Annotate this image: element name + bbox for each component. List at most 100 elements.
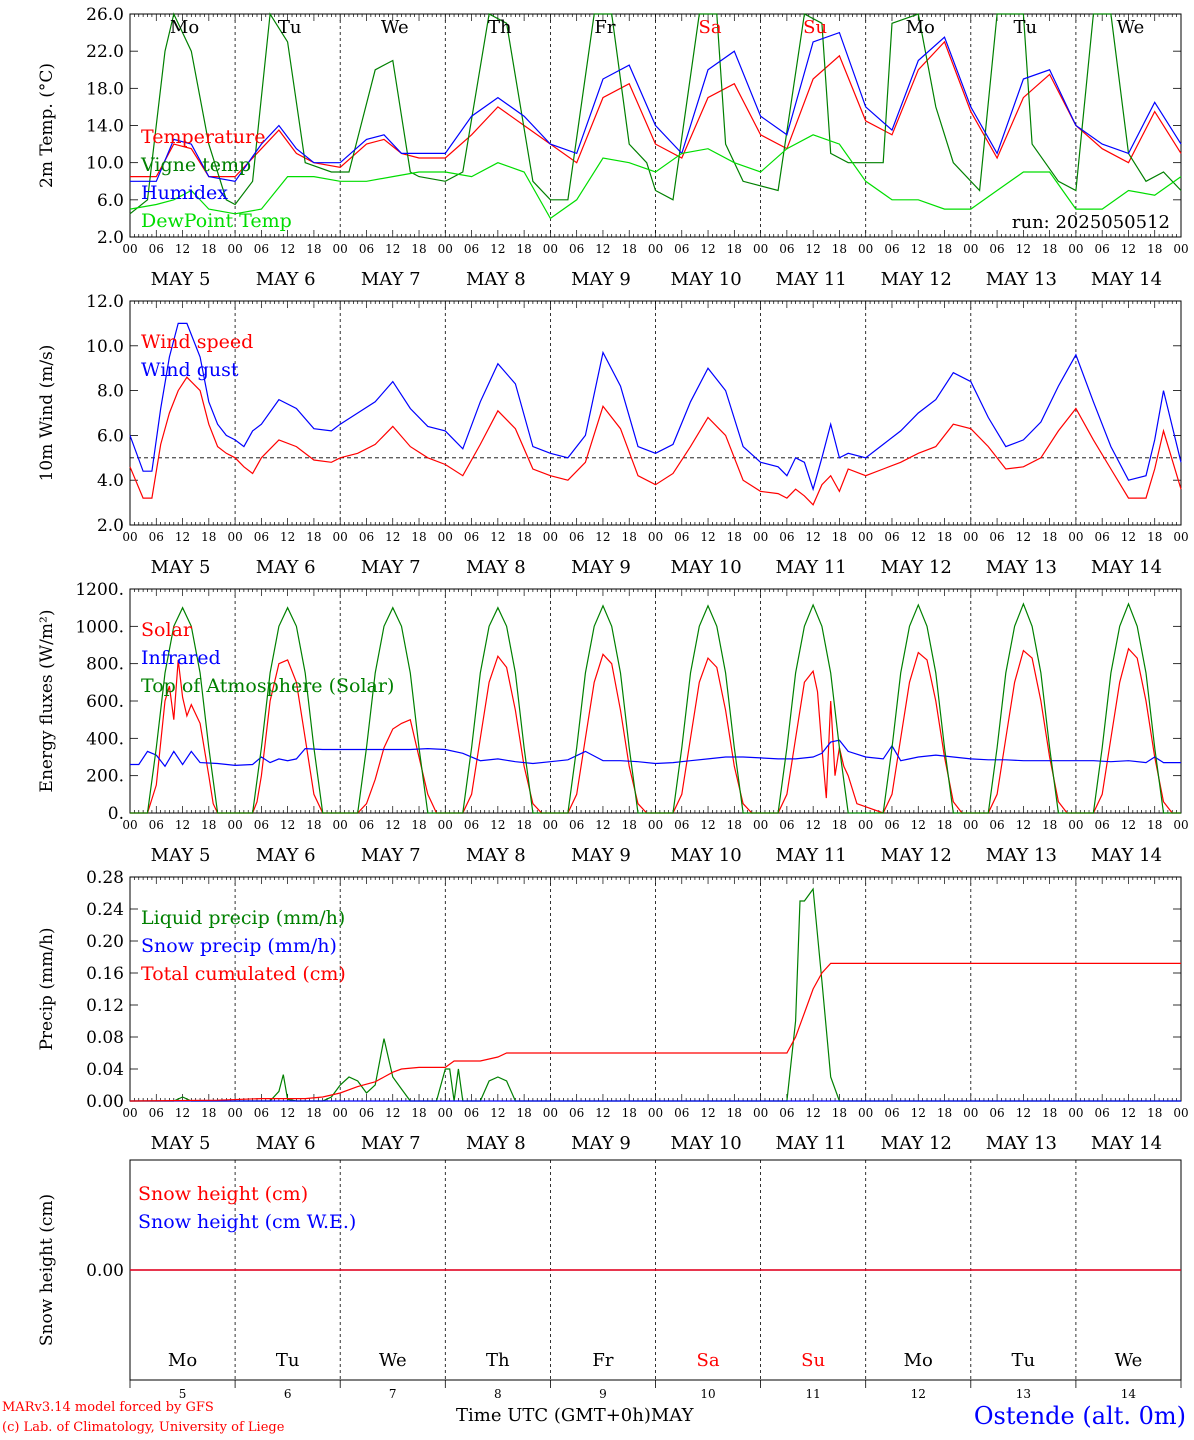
panel-energy-series-infrared <box>130 739 1181 768</box>
panel-energy-hour-label: 12 <box>1121 818 1136 832</box>
panel-wind-hour-label: 00 <box>963 530 978 544</box>
panel-wind-hour-label: 12 <box>700 530 715 544</box>
panel-precip-date-label: MAY 8 <box>466 1133 526 1154</box>
panel-wind-hour-label: 18 <box>727 530 742 544</box>
panel-precip-hour-label: 12 <box>175 1106 190 1120</box>
panel-temp-hour-label: 18 <box>516 242 531 256</box>
panel-precip-hour-label: 06 <box>674 1106 689 1120</box>
panel-energy-y-axis-title: Energy fluxes (W/m²) <box>37 610 57 793</box>
panel-temp-series-dewpoint-temp <box>129 134 1182 220</box>
panel-precip-legend-entry: Snow precip (mm/h) <box>141 935 337 957</box>
panel-energy-hour-label: 12 <box>385 818 400 832</box>
panel-energy-hour-label: 12 <box>806 818 821 832</box>
panel-energy-y-tick-label: 200. <box>86 767 124 787</box>
panel-wind-hour-label: 12 <box>806 530 821 544</box>
panel-precip-hour-label: 06 <box>254 1106 269 1120</box>
panel-snow-day-number: 5 <box>179 1387 187 1400</box>
panel-snow-day-number: 8 <box>494 1387 502 1400</box>
panel-snow-weekday-label: Tu <box>1012 1350 1036 1371</box>
panel-wind-y-tick-label: 10.0 <box>86 337 124 357</box>
panel-wind-y-axis-title: 10m Wind (m/s) <box>37 345 57 482</box>
panel-wind-legend-entry: Wind gust <box>141 359 239 381</box>
panel-wind-hour-label: 12 <box>1016 530 1031 544</box>
panel-snow-weekday-label: Sa <box>697 1350 720 1371</box>
panel-wind-hour-label: 00 <box>227 530 242 544</box>
panel-energy-hour-label: 12 <box>280 818 295 832</box>
panel-precip-hour-label: 12 <box>490 1106 505 1120</box>
panel-precip-hour-label: 12 <box>700 1106 715 1120</box>
panel-temp-y-axis-title: 2m Temp. (°C) <box>37 63 57 188</box>
panel-temp-hour-label: 18 <box>411 242 426 256</box>
panel-temp-y-tick-label: 14.0 <box>86 117 124 137</box>
panel-temp-series-humidex <box>130 31 1182 182</box>
panel-wind-date-label: MAY 12 <box>881 557 952 578</box>
panel-energy-hour-label: 06 <box>464 818 479 832</box>
panel-wind-hour-label: 18 <box>201 530 216 544</box>
panel-wind-hour-label: 00 <box>438 530 453 544</box>
panel-wind-hour-label: 00 <box>543 530 558 544</box>
panel-energy-hour-label: 06 <box>359 818 374 832</box>
panel-temp-y-tick-label: 6.0 <box>97 191 124 211</box>
panel-energy-frame <box>129 588 1182 814</box>
panel-temp-date-label: MAY 5 <box>151 269 211 290</box>
panel-precip-hour-label: 06 <box>569 1106 584 1120</box>
panel-snow-day-number: 13 <box>1016 1387 1031 1400</box>
panel-wind-date-label: MAY 7 <box>361 557 421 578</box>
panel-precip-hour-label: 00 <box>858 1106 873 1120</box>
panel-wind-hour-label: 06 <box>674 530 689 544</box>
panel-temp-weekday-label: Th <box>488 17 512 38</box>
panel-snow-day-number: 12 <box>911 1387 926 1400</box>
panel-wind-hour-label: 18 <box>832 530 847 544</box>
panel-precip-date-label: MAY 7 <box>361 1133 421 1154</box>
panel-temp-hour-label: 06 <box>149 242 164 256</box>
panel-wind-date-label: MAY 10 <box>670 557 741 578</box>
panel-energy-y-tick-label: 1200. <box>75 580 124 600</box>
panel-temp-weekday-label: Fr <box>594 17 615 38</box>
panel-energy-hour-label: 12 <box>1016 818 1031 832</box>
panel-wind-date-label: MAY 11 <box>776 557 847 578</box>
panel-snow-weekday-label: Mo <box>168 1350 197 1371</box>
panel-temp-weekday-label: Su <box>803 17 827 38</box>
panel-wind-hour-label: 18 <box>411 530 426 544</box>
panel-temp-hour-label: 06 <box>884 242 899 256</box>
panel-precip-hour-label: 18 <box>1042 1106 1057 1120</box>
panel-wind-series-wind-gust <box>129 322 1182 492</box>
panel-energy-hour-label: 00 <box>963 818 978 832</box>
panel-precip-hour-label: 18 <box>727 1106 742 1120</box>
panel-wind-hour-label: 18 <box>516 530 531 544</box>
panel-temp-date-label: MAY 10 <box>670 269 741 290</box>
panel-temp-date-label: MAY 6 <box>256 269 316 290</box>
panel-temp-hour-label: 00 <box>963 242 978 256</box>
panel-snow-weekday-label: We <box>379 1350 407 1371</box>
panel-temp-hour-label: 12 <box>595 242 610 256</box>
panel-wind-hour-label: 12 <box>175 530 190 544</box>
panel-temp-date-label: MAY 9 <box>571 269 631 290</box>
panel-precip-date-label: MAY 12 <box>881 1133 952 1154</box>
panel-wind-hour-label: 06 <box>254 530 269 544</box>
panel-temp-hour-label: 12 <box>280 242 295 256</box>
panel-temp-hour-label: 12 <box>911 242 926 256</box>
panel-precip-hour-label: 00 <box>753 1106 768 1120</box>
panel-energy-hour-label: 06 <box>149 818 164 832</box>
panel-energy-hour-label: 18 <box>201 818 216 832</box>
panel-energy-date-label: MAY 6 <box>256 845 316 866</box>
panel-snow-legend-entry: Snow height (cm W.E.) <box>138 1211 356 1233</box>
panel-temp-hour-label: 12 <box>175 242 190 256</box>
panel-temp-weekday-label: Mo <box>906 17 935 38</box>
panel-temp-legend-entry: Vigne temp <box>140 154 251 176</box>
panel-energy-hour-label: 00 <box>227 818 242 832</box>
panel-temp-hour-label: 18 <box>622 242 637 256</box>
panel-temp-y-tick-label: 26.0 <box>86 5 124 25</box>
panel-snow-day-number: 9 <box>599 1387 607 1400</box>
panel-precip-y-tick-label: 0.20 <box>86 932 124 952</box>
panel-precip-y-tick-label: 0.24 <box>86 900 124 920</box>
panel-precip-hour-label: 12 <box>280 1106 295 1120</box>
panel-temp-date-label: MAY 12 <box>881 269 952 290</box>
panel-wind-y-tick-label: 2.0 <box>97 516 124 536</box>
panel-precip-date-label: MAY 10 <box>670 1133 741 1154</box>
panel-temp-hour-label: 18 <box>1042 242 1057 256</box>
panel-energy-hour-label: 18 <box>1042 818 1057 832</box>
panel-temp-hour-label: 18 <box>1147 242 1162 256</box>
panel-wind-y-tick-label: 8.0 <box>97 382 124 402</box>
panel-wind-hour-label: 12 <box>1121 530 1136 544</box>
